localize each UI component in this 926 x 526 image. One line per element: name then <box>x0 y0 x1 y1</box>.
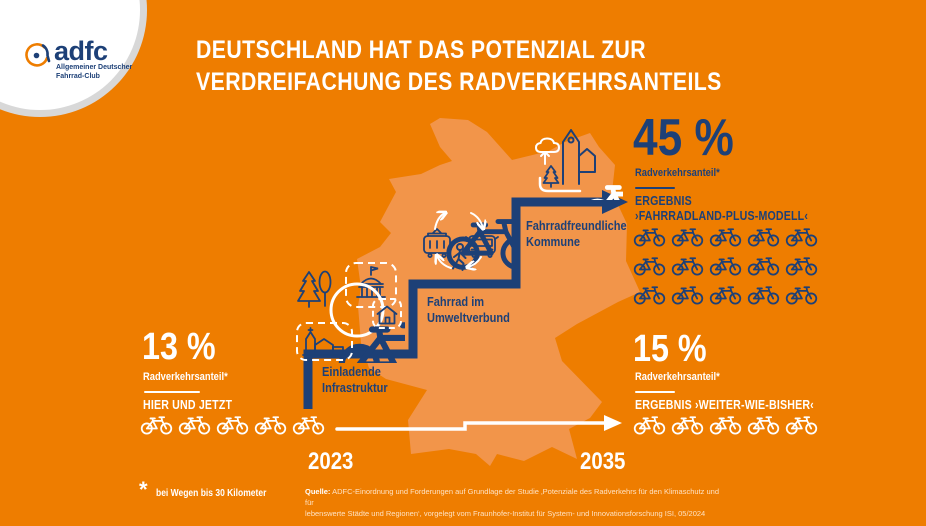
stat-bau-label: Radverkehrsanteil* <box>635 371 720 383</box>
footnote-text: bei Wegen bis 30 Kilometer <box>156 488 267 499</box>
dashed-frame <box>345 262 397 308</box>
umweltverbund-icons <box>423 203 513 288</box>
pine-tree-icon <box>297 271 321 308</box>
city-buildings-icon <box>562 129 596 185</box>
bike-icon <box>671 226 704 247</box>
step-label-infrastructure: Einladende Infrastruktur <box>322 364 388 395</box>
bike-icon <box>633 284 666 305</box>
bike-icon <box>785 226 818 247</box>
divider-line <box>144 391 200 393</box>
bicycle-icon <box>584 184 623 200</box>
dashed-frame <box>296 322 353 361</box>
bike-icon <box>254 414 287 435</box>
stat-bau-value: 15 % <box>633 328 707 370</box>
bike-icon <box>747 284 780 305</box>
bike-icon <box>671 284 704 305</box>
pedestrian-icon <box>452 243 467 271</box>
cloud-icon <box>534 137 561 153</box>
church-icon <box>302 327 346 356</box>
town-hall-icon <box>356 266 386 298</box>
bike-icon <box>709 255 742 276</box>
stat-now-value: 13 % <box>142 326 216 368</box>
timeline-end-year: 2035 <box>580 448 626 475</box>
tram-icon <box>423 228 451 259</box>
bike-icon <box>140 414 173 435</box>
bike-icon <box>178 414 211 435</box>
step-label-umweltverbund: Fahrrad im Umweltverbund <box>427 294 510 325</box>
adfc-logo-icon <box>25 43 51 67</box>
bike-pictogram-bau <box>633 414 818 435</box>
house-icon <box>376 305 398 325</box>
bus-icon <box>465 235 499 259</box>
kommune-icons <box>534 129 623 200</box>
step-label-kommune: Fahrradfreundliche Kommune <box>526 218 627 249</box>
bike-icon <box>747 414 780 435</box>
divider-line <box>635 187 675 189</box>
infrastructure-icons <box>296 262 405 363</box>
stat-plus-label: Radverkehrsanteil* <box>635 167 720 179</box>
staircase-arrow <box>303 190 628 409</box>
logo-brand-text: adfc <box>54 36 108 66</box>
bike-icon <box>747 226 780 247</box>
bike-icon <box>785 284 818 305</box>
bike-icon <box>633 414 666 435</box>
stat-bau-sublabel: ERGEBNIS ›WEITER-WIE-BISHER‹ <box>635 398 814 412</box>
stat-plus-value: 45 % <box>633 109 734 167</box>
pine-tree-icon <box>542 165 560 188</box>
round-tree-icon <box>318 270 332 307</box>
stat-now-label: Radverkehrsanteil* <box>143 371 228 383</box>
bike-icon <box>633 255 666 276</box>
bike-icon <box>292 414 325 435</box>
bike-pictogram-now <box>140 414 325 435</box>
timeline-start-year: 2023 <box>308 448 354 475</box>
ground-line <box>538 176 582 193</box>
bike-icon <box>671 414 704 435</box>
footnote-asterisk: * <box>139 477 148 502</box>
page-title: DEUTSCHLAND HAT DAS POTENZIAL ZUR VERDRE… <box>196 36 722 96</box>
divider-line <box>635 391 675 393</box>
source-label: Quelle: <box>305 487 331 496</box>
arrow-up-icon <box>540 151 550 165</box>
stat-now-sublabel: HIER UND JETZT <box>143 398 233 412</box>
bike-pictogram-plus <box>633 226 823 305</box>
dashed-frame <box>372 298 402 329</box>
bike-icon <box>785 414 818 435</box>
bike-icon <box>709 284 742 305</box>
bike-icon <box>709 226 742 247</box>
bike-icon <box>709 414 742 435</box>
bike-icon <box>785 255 818 276</box>
logo-subtitle: Allgemeiner Deutscher Fahrrad-Club <box>56 64 133 80</box>
timeline-arrow <box>335 415 622 431</box>
cycle-arrows-icon <box>434 213 483 268</box>
source-note: Quelle: ADFC-Einordnung und Forderungen … <box>305 487 720 518</box>
bike-icon <box>671 255 704 276</box>
bike-icon <box>216 414 249 435</box>
bike-icon <box>747 255 780 276</box>
stat-plus-sublabel: ERGEBNIS ›FAHRRADLAND-PLUS-MODELL‹ <box>635 194 809 223</box>
